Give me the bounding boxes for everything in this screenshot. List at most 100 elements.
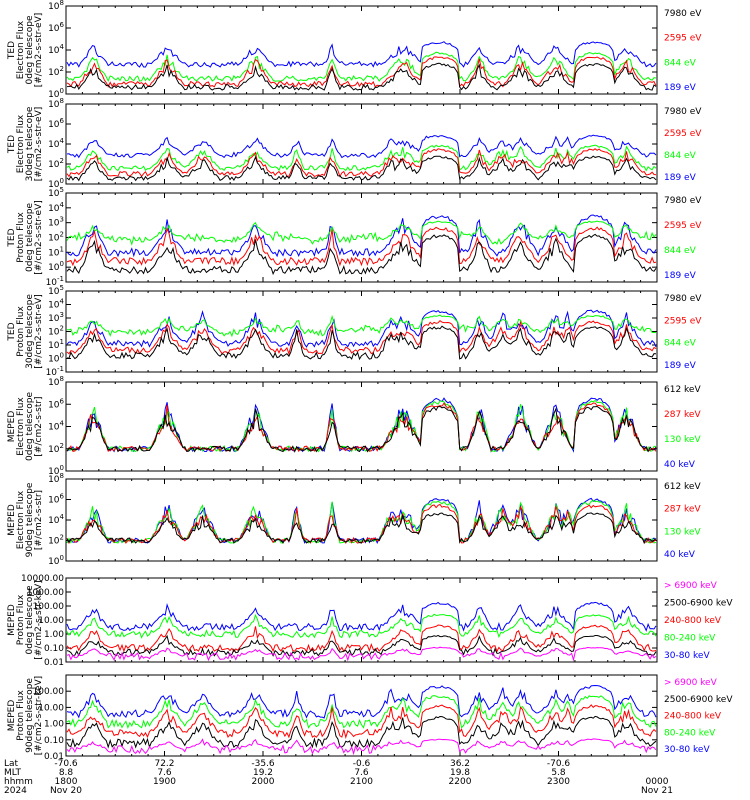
y-axis-label: TED xyxy=(7,41,17,60)
series-2500-6900-kev xyxy=(66,634,657,657)
x-tick-label: 1900 xyxy=(153,777,176,787)
legend-entry: 612 keV xyxy=(664,482,701,492)
legend-entry: 844 eV xyxy=(664,58,697,68)
y-tick-label: 108 xyxy=(48,97,64,110)
series-40-kev xyxy=(66,497,657,545)
y-axis-label: 90deg telescope xyxy=(25,678,35,753)
legend-entry: 2595 eV xyxy=(664,221,702,231)
legend-entry: 612 keV xyxy=(664,385,701,395)
y-axis-label: 30deg telescope xyxy=(25,106,35,181)
x-tick-label: 7.6 xyxy=(354,768,369,778)
series-2500-6900-kev xyxy=(66,715,657,749)
y-tick-label: 101 xyxy=(48,245,64,258)
x-tick-label: 2000 xyxy=(252,777,275,787)
y-tick-label: 104 xyxy=(48,420,64,433)
y-tick-label: 1.00 xyxy=(44,630,64,640)
legend-entry: 40 keV xyxy=(664,460,696,470)
y-tick-label: 100 xyxy=(48,352,64,365)
y-tick-label: 102 xyxy=(48,65,64,78)
y-tick-label: 100 xyxy=(48,554,64,567)
y-tick-label: 10.00 xyxy=(38,616,64,626)
series--6900-kev xyxy=(66,738,657,756)
y-axis-label: MEPED xyxy=(7,604,17,636)
y-tick-label: 101 xyxy=(48,338,64,351)
legend-entry: 189 eV xyxy=(664,271,697,281)
y-axis-label: MEPED xyxy=(7,504,17,536)
y-axis-label: 90deg telescope xyxy=(25,482,35,557)
y-axis-label: TED xyxy=(7,322,17,341)
series-844-ev xyxy=(66,51,657,83)
x-tick-label: 2300 xyxy=(547,777,570,787)
series-844-ev xyxy=(67,314,657,338)
y-tick-label: 102 xyxy=(48,231,64,244)
y-axis-label: Proton Flux xyxy=(16,306,26,357)
y-axis-label: 30deg telescope xyxy=(25,294,35,369)
legend-entry: 240-800 keV xyxy=(664,712,722,722)
series-2595-ev xyxy=(66,56,657,88)
y-tick-label: 100 xyxy=(48,260,64,273)
legend-entry: > 6900 keV xyxy=(664,678,718,688)
series-30-80-kev xyxy=(66,601,657,632)
y-tick-label: 104 xyxy=(48,137,64,150)
series-2595-ev xyxy=(66,320,657,356)
y-axis-label: [#/cm2-s-str] xyxy=(34,396,44,456)
y-axis-label: [#/cm2-s-str-keV] xyxy=(34,580,44,659)
legend-entry: 2500-6900 keV xyxy=(664,695,733,705)
y-tick-label: 100.00 xyxy=(33,602,65,612)
y-tick-label: 0.10 xyxy=(44,736,64,746)
series-240-800-kev xyxy=(66,704,657,740)
legend-entry: 2595 eV xyxy=(664,34,702,44)
legend-entry: 844 eV xyxy=(664,246,697,256)
x-tick-label: -0.6 xyxy=(353,759,371,769)
legend-entry: 130 keV xyxy=(664,435,701,445)
y-tick-label: 0.01 xyxy=(44,752,64,762)
series-844-ev xyxy=(66,220,657,246)
y-tick-label: 100 xyxy=(48,87,64,100)
x-axis-row-label: hhmm xyxy=(4,777,33,787)
panel-7: 10000.00 1000.00 100.00 10.00 1.00 0.10 0.01 ME… xyxy=(7,574,733,668)
y-tick-label: 106 xyxy=(48,493,64,506)
y-axis-label: TED xyxy=(7,228,17,247)
series-287-kev xyxy=(66,402,657,453)
plot-frame xyxy=(65,290,658,373)
y-axis-label: [#/cm2-s-str] xyxy=(34,490,44,550)
legend-entry: 287 keV xyxy=(664,505,701,515)
plot-frame xyxy=(65,381,658,472)
legend-entry: 130 keV xyxy=(664,527,701,537)
x-tick-label: 2200 xyxy=(449,777,472,787)
x-tick-label: 2100 xyxy=(350,777,373,787)
y-axis-label: Electron Flux xyxy=(16,397,26,456)
y-tick-label: 104 xyxy=(48,201,64,214)
y-tick-label: 10-1 xyxy=(46,365,64,378)
legend-entry: 30-80 keV xyxy=(664,745,710,755)
y-axis-label: [#/cm2-s-str-eV] xyxy=(34,13,44,88)
y-tick-label: 105 xyxy=(48,186,64,199)
y-tick-label: 102 xyxy=(48,442,64,455)
y-axis-label: MEPED xyxy=(7,700,17,732)
panel-6: 108 106 104 102 100 MEPED Electron Flux 90deg t… xyxy=(7,472,701,567)
y-axis-label: TED xyxy=(7,135,17,154)
legend-entry: 189 eV xyxy=(664,173,697,183)
series-189-ev xyxy=(66,134,657,159)
series-40-kev xyxy=(66,397,657,453)
legend-entry: 40 keV xyxy=(664,550,696,560)
y-tick-label: 100 xyxy=(48,177,64,190)
legend-entry: 7980 eV xyxy=(664,196,702,206)
plot-frame xyxy=(65,5,658,95)
series-80-240-kev xyxy=(66,613,657,639)
y-axis-label: Electron Flux xyxy=(16,114,26,173)
legend-entry: 7980 eV xyxy=(664,9,702,19)
x-tick-label: 36.2 xyxy=(450,759,470,769)
y-axis-label: Electron Flux xyxy=(16,490,26,549)
y-tick-label: 102 xyxy=(48,325,64,338)
x-tick-label: -70.6 xyxy=(54,759,78,769)
y-tick-label: 100.00 xyxy=(33,687,65,697)
y-tick-label: 104 xyxy=(48,298,64,311)
y-tick-label: 102 xyxy=(48,157,64,170)
y-tick-label: 108 xyxy=(48,0,64,12)
x-tick-label: -35.6 xyxy=(251,759,275,769)
y-tick-label: 103 xyxy=(48,216,64,229)
series-844-ev xyxy=(66,144,657,172)
